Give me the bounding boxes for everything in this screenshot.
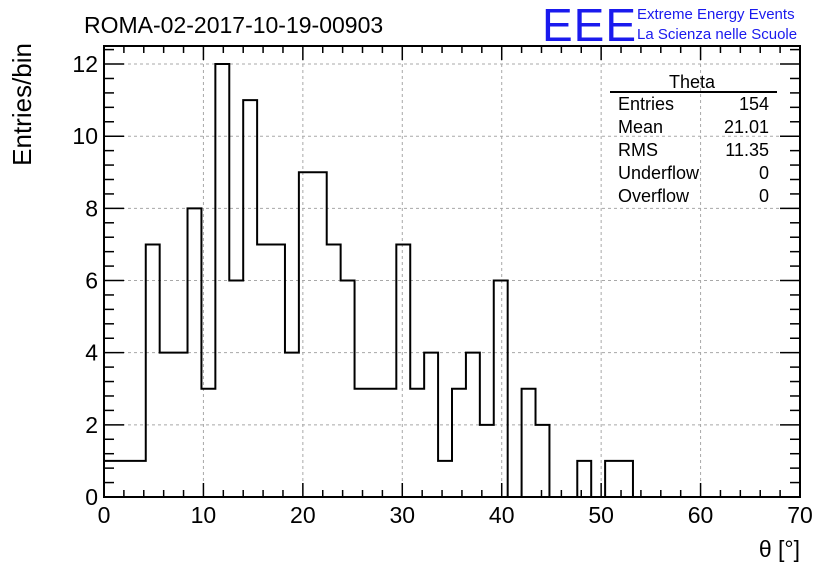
tick-labels: 0 10 20 30 40 50 60 70 0 2 4 6 8 10 12	[72, 51, 812, 528]
histogram-bin	[104, 461, 118, 497]
histogram-bin	[438, 461, 452, 497]
eee-line-1: Extreme Energy Events	[637, 6, 795, 23]
x-axis-label: θ [°]	[759, 536, 800, 562]
eee-logo: EEE	[542, 0, 637, 51]
x-tick-label: 40	[489, 502, 515, 528]
stats-rows: Entries 154 Mean 21.01 RMS 11.35 Underflow 0 Ove…	[618, 94, 769, 206]
histogram-bin	[229, 281, 243, 497]
histogram-bin	[257, 244, 271, 497]
stats-box-title: Theta	[669, 72, 716, 92]
histogram-bin	[243, 100, 257, 497]
chart-title: ROMA-02-2017-10-19-00903	[84, 12, 383, 38]
x-tick-label: 30	[389, 502, 415, 528]
histogram-bin	[146, 244, 160, 497]
stats-row-label: Entries	[618, 94, 674, 114]
histogram-bin	[188, 208, 202, 497]
x-tick-label: 50	[588, 502, 614, 528]
axes	[103, 45, 801, 498]
histogram-bin	[522, 389, 536, 497]
y-tick-label: 4	[85, 340, 98, 366]
stats-row-label: Overflow	[618, 186, 690, 206]
histogram-bin	[201, 389, 215, 497]
histogram-bin	[536, 425, 550, 497]
stats-row-value: 154	[739, 94, 769, 114]
histogram-outline	[103, 63, 800, 498]
histogram-bin	[605, 461, 619, 497]
histogram-bin	[271, 244, 285, 497]
histogram-bin	[368, 389, 382, 497]
y-tick-label: 12	[72, 51, 98, 77]
histogram-bin	[313, 172, 327, 497]
y-tick-label: 2	[85, 412, 98, 438]
histogram-bin	[174, 353, 188, 497]
x-tick-label: 0	[98, 502, 111, 528]
stats-row-value: 11.35	[725, 140, 769, 160]
histogram-bin	[424, 353, 438, 497]
histogram-bin	[341, 281, 355, 497]
stats-row-label: RMS	[618, 140, 658, 160]
histogram-bin	[118, 461, 132, 497]
stats-row-value: 21.01	[724, 117, 769, 137]
histogram-bin	[160, 353, 174, 497]
plot-frame	[103, 45, 801, 498]
stats-row-label: Mean	[618, 117, 663, 137]
y-tick-label: 6	[85, 268, 98, 294]
y-tick-label: 8	[85, 195, 98, 221]
histogram-bin	[396, 244, 410, 497]
histogram-bin	[410, 389, 424, 497]
histogram-bin	[215, 64, 229, 497]
histogram-series	[103, 63, 800, 498]
histogram-bin	[382, 389, 396, 497]
stats-row-label: Underflow	[618, 163, 700, 183]
histogram-bin	[355, 389, 369, 497]
stats-row-value: 0	[759, 186, 769, 206]
eee-line-2: La Scienza nelle Scuole	[637, 26, 797, 43]
histogram-bin	[577, 461, 591, 497]
histogram-bin	[480, 425, 494, 497]
x-tick-label: 60	[688, 502, 714, 528]
histogram-bin	[452, 389, 466, 497]
x-tick-label: 20	[290, 502, 316, 528]
y-tick-label: 10	[72, 123, 98, 149]
x-tick-label: 70	[787, 502, 813, 528]
histogram-bin	[327, 244, 341, 497]
histogram-bin	[494, 281, 508, 497]
stats-row-value: 0	[759, 163, 769, 183]
x-tick-label: 10	[191, 502, 217, 528]
y-axis-label: Entries/bin	[7, 43, 37, 166]
histogram-bin	[285, 353, 299, 497]
histogram-bin	[299, 172, 313, 497]
y-tick-label: 0	[85, 484, 98, 510]
stats-box: Theta Entries 154 Mean 21.01 RMS 11.35 Underfl…	[610, 72, 777, 206]
histogram-bin	[466, 353, 480, 497]
